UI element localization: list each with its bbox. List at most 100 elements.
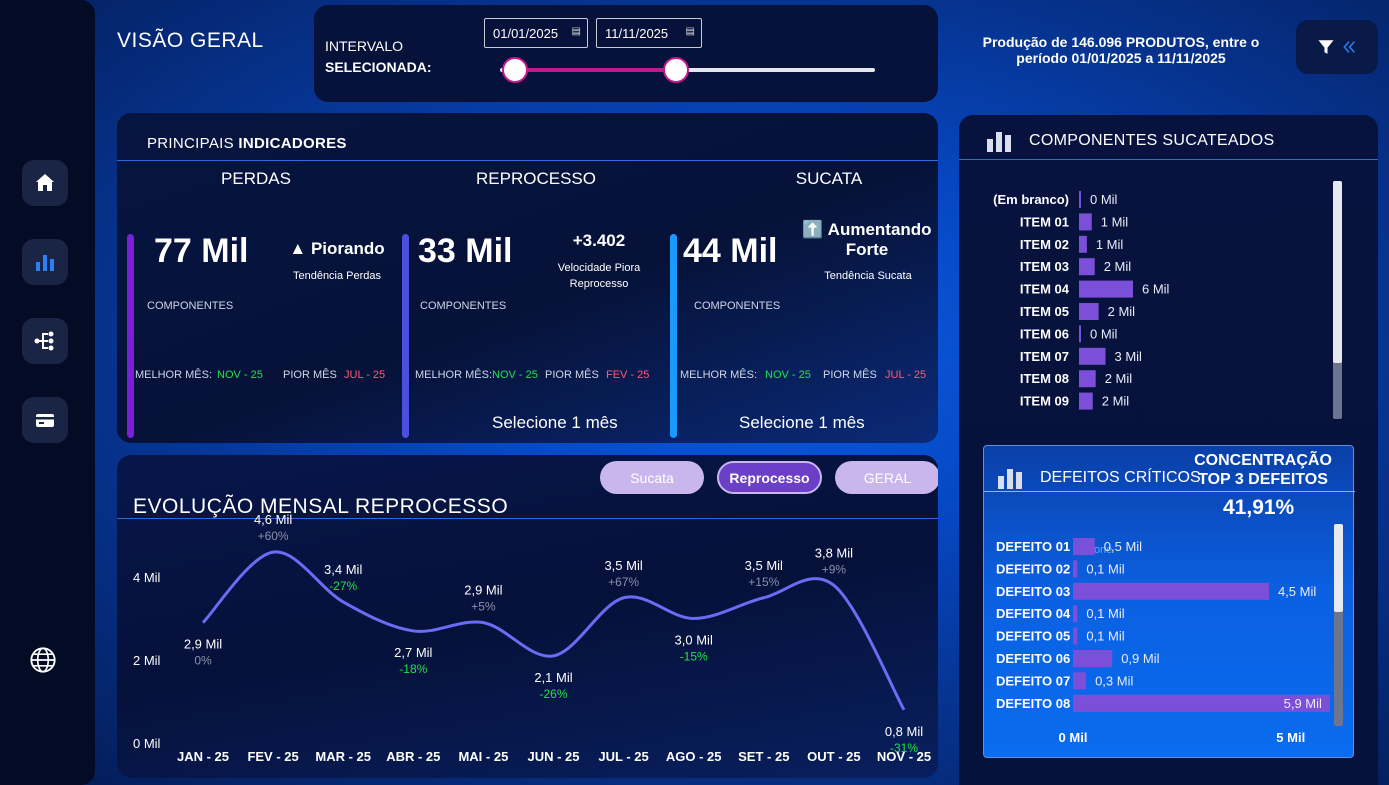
kpi-sucata-select-month[interactable]: Selecione 1 mês bbox=[739, 413, 865, 432]
globe-icon[interactable] bbox=[29, 646, 57, 674]
indicators-heading-light: PRINCIPAIS bbox=[147, 135, 239, 152]
concentration-value: 41,91% bbox=[1223, 496, 1295, 519]
kpi-sucata-worst-label: PIOR MÊS bbox=[823, 369, 877, 381]
category-label: ITEM 06 bbox=[1020, 326, 1069, 341]
category-label: DEFEITO 06 bbox=[996, 651, 1070, 666]
y-tick-label: 0 Mil bbox=[133, 736, 161, 751]
nav-hierarchy-button[interactable] bbox=[22, 318, 68, 364]
nav-overview-button[interactable] bbox=[22, 239, 68, 285]
bar bbox=[1073, 560, 1078, 578]
critical-scrollbar[interactable] bbox=[1334, 524, 1343, 726]
interval-label-line1: INTERVALO bbox=[325, 38, 404, 54]
reprocesso-toggle-button[interactable]: Reprocesso bbox=[717, 461, 822, 494]
slider-start-handle[interactable] bbox=[502, 57, 528, 83]
x-tick-label: JUL - 25 bbox=[598, 749, 648, 764]
evolution-panel: Sucata Reprocesso GERAL EVOLUÇÃO MENSAL … bbox=[117, 455, 938, 778]
kpi-perdas-best-month: NOV - 25 bbox=[217, 369, 263, 381]
category-label: DEFEITO 08 bbox=[996, 696, 1070, 711]
pct-label: 0% bbox=[194, 654, 212, 668]
category-label: DEFEITO 02 bbox=[996, 561, 1070, 576]
filter-panel-button[interactable] bbox=[1296, 20, 1378, 74]
kpi-perdas-accent bbox=[127, 234, 134, 438]
value-label: 2 Mil bbox=[1102, 394, 1130, 409]
kpi-reprocesso-title: REPROCESSO bbox=[476, 169, 596, 188]
data-label: 2,9 Mil bbox=[184, 637, 222, 652]
bar bbox=[1079, 303, 1099, 320]
kpi-sucata-worst-month: JUL - 25 bbox=[885, 369, 927, 381]
x-tick-label: 5 Mil bbox=[1276, 730, 1305, 745]
kpi-perdas-unit: COMPONENTES bbox=[147, 300, 234, 312]
category-label: ITEM 08 bbox=[1020, 371, 1069, 386]
scrollbar-thumb[interactable] bbox=[1334, 524, 1343, 612]
bar-chart-icon bbox=[987, 132, 1011, 152]
kpi-reprocesso-best-month: NOV - 25 bbox=[492, 369, 538, 381]
nav-card-button[interactable] bbox=[22, 397, 68, 443]
data-label: 2,1 Mil bbox=[534, 670, 572, 685]
components-panel: COMPONENTES SUCATEADOS (Em branco) 0 Mil I… bbox=[959, 115, 1378, 785]
category-label: ITEM 07 bbox=[1020, 349, 1069, 364]
pct-label: -26% bbox=[539, 687, 567, 701]
indicators-heading-bold: INDICADORES bbox=[238, 135, 347, 152]
value-label: 2 Mil bbox=[1104, 259, 1132, 274]
category-label: ITEM 03 bbox=[1020, 259, 1069, 274]
bar bbox=[1079, 258, 1095, 276]
end-date-value: 11/11/2025 bbox=[605, 26, 669, 41]
kpi-perdas-title: PERDAS bbox=[221, 169, 291, 188]
kpi-perdas-value: 77 Mil bbox=[154, 232, 249, 270]
value-label: 1 Mil bbox=[1101, 214, 1129, 229]
value-label: 6 Mil bbox=[1142, 282, 1170, 297]
data-label: 3,5 Mil bbox=[745, 558, 783, 573]
kpi-sucata-trend: ⬆️ Aumentando Forte bbox=[802, 220, 932, 259]
home-icon bbox=[36, 174, 54, 191]
bar bbox=[1073, 605, 1078, 623]
bar-chart-icon bbox=[998, 469, 1022, 489]
kpi-reprocesso-value: 33 Mil bbox=[418, 232, 513, 270]
category-label: (Em branco) bbox=[993, 192, 1069, 207]
bar bbox=[1073, 672, 1087, 690]
slider-end-handle[interactable] bbox=[663, 57, 690, 83]
kpi-sucata-trend-label: Tendência Sucata bbox=[824, 270, 912, 282]
scrollbar-thumb[interactable] bbox=[1333, 181, 1342, 363]
components-title: COMPONENTES SUCATEADOS bbox=[1029, 132, 1275, 149]
x-tick-label: AGO - 25 bbox=[666, 749, 722, 764]
divider bbox=[959, 159, 1378, 160]
kpi-reprocesso-worst-label: PIOR MÊS bbox=[545, 369, 599, 381]
category-label: DEFEITO 01 bbox=[996, 539, 1070, 554]
critical-defects-bar-chart: DEFEITO 01 0,5 Mil DEFEITO 02 0,1 Mil DEFEIT… bbox=[996, 538, 1330, 745]
critical-defects-title: DEFEITOS CRÍTICOS bbox=[1040, 469, 1201, 486]
category-label: ITEM 04 bbox=[1020, 282, 1070, 297]
indicators-heading: PRINCIPAIS INDICADORES bbox=[147, 135, 347, 152]
end-date-input[interactable]: 11/11/2025 ▤ bbox=[596, 18, 702, 48]
x-tick-label: MAI - 25 bbox=[458, 749, 508, 764]
critical-defects-panel: DEFEITOS CRÍTICOS CONCENTRAÇÃO TOP 3 DEF… bbox=[983, 445, 1355, 758]
value-label: 0,3 Mil bbox=[1095, 673, 1133, 688]
category-label: ITEM 02 bbox=[1020, 237, 1069, 252]
page-title: VISÃO GERAL bbox=[117, 29, 264, 52]
category-label: DEFEITO 07 bbox=[996, 673, 1070, 688]
value-label: 1 Mil bbox=[1096, 237, 1124, 252]
data-label: 4,6 Mil bbox=[254, 512, 292, 527]
kpi-reprocesso-select-month[interactable]: Selecione 1 mês bbox=[492, 413, 618, 432]
x-tick-label: SET - 25 bbox=[738, 749, 789, 764]
value-label: 0 Mil bbox=[1090, 326, 1118, 341]
x-tick-label: OUT - 25 bbox=[807, 749, 860, 764]
category-label: ITEM 09 bbox=[1020, 394, 1069, 409]
kpi-sucata-best-month: NOV - 25 bbox=[765, 369, 811, 381]
nav-home-button[interactable] bbox=[22, 160, 68, 206]
data-label: 3,5 Mil bbox=[604, 558, 642, 573]
components-scrollbar[interactable] bbox=[1333, 181, 1342, 419]
divider bbox=[984, 491, 1355, 492]
y-tick-label: 4 Mil bbox=[133, 570, 161, 585]
bar bbox=[1079, 213, 1092, 231]
category-label: DEFEITO 04 bbox=[996, 606, 1071, 621]
data-label: 3,0 Mil bbox=[675, 633, 713, 648]
divider bbox=[117, 160, 938, 161]
start-date-input[interactable]: 01/01/2025 ▤ bbox=[484, 18, 588, 48]
kpi-sucata-value: 44 Mil bbox=[683, 232, 778, 270]
bar-chart-icon bbox=[36, 255, 54, 271]
value-label: 2 Mil bbox=[1105, 371, 1133, 386]
sucata-toggle-button[interactable]: Sucata bbox=[600, 461, 704, 494]
value-label: 2 Mil bbox=[1108, 304, 1136, 319]
kpi-perdas-best-label: MELHOR MÊS: bbox=[135, 369, 213, 381]
geral-toggle-button[interactable]: GERAL bbox=[835, 461, 938, 494]
